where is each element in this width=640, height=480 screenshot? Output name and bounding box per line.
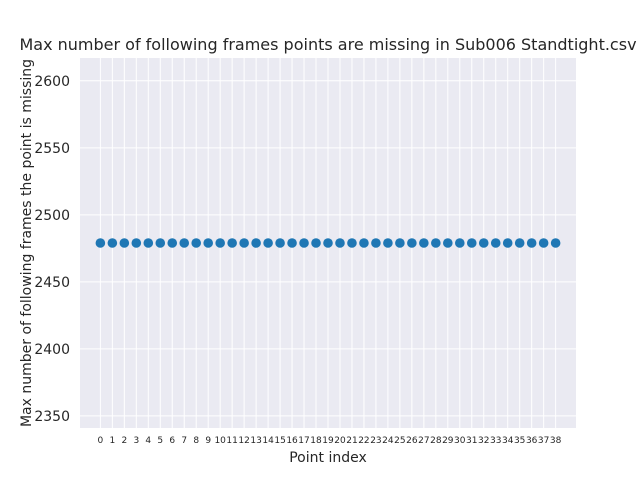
data-point <box>167 238 178 248</box>
x-tick-label: 14 <box>262 436 274 446</box>
x-tick-label: 25 <box>394 436 405 446</box>
data-point <box>359 238 369 248</box>
x-axis-label: Point index <box>289 450 367 466</box>
y-tick-label: 2400 <box>34 342 70 358</box>
x-tick-label: 8 <box>193 436 199 446</box>
x-tick-label: 38 <box>550 436 562 446</box>
data-point <box>502 238 513 248</box>
x-tick-labels: 0 1 2 3 4 5 6 7 8 9 10 11 12 13 14 15 16 17 18 19 20 21 22 23 24… <box>97 436 561 446</box>
y-tick-label: 2600 <box>34 74 70 90</box>
x-tick-label: 15 <box>274 436 285 446</box>
data-point <box>215 238 225 248</box>
data-point <box>203 238 213 248</box>
data-point <box>263 238 273 248</box>
data-point <box>550 238 561 248</box>
x-tick-label: 37 <box>538 436 549 446</box>
data-point <box>514 238 525 248</box>
data-point <box>478 238 489 248</box>
data-point <box>443 238 453 248</box>
data-point <box>383 238 393 248</box>
data-point <box>490 238 501 248</box>
data-point <box>371 238 381 248</box>
data-points <box>95 238 561 248</box>
x-tick-label: 33 <box>490 436 501 446</box>
data-point <box>419 238 429 248</box>
y-tick-labels: 2350 2400 2450 2500 2550 2600 <box>34 74 70 425</box>
chart-title: Max number of following frames points ar… <box>19 35 636 54</box>
data-point <box>227 238 237 248</box>
data-point <box>466 238 477 248</box>
x-tick-label: 21 <box>346 436 357 446</box>
x-tick-label: 7 <box>181 436 187 446</box>
y-tick-label: 2450 <box>34 275 70 291</box>
data-point <box>323 238 333 248</box>
x-tick-label: 29 <box>442 436 454 446</box>
x-tick-label: 12 <box>238 436 249 446</box>
x-tick-label: 19 <box>322 436 334 446</box>
x-tick-label: 11 <box>226 436 237 446</box>
x-tick-label: 31 <box>466 436 477 446</box>
x-tick-label: 36 <box>526 436 538 446</box>
data-point <box>347 238 357 248</box>
x-tick-label: 27 <box>418 436 429 446</box>
data-point <box>95 238 106 248</box>
x-tick-label: 23 <box>370 436 381 446</box>
x-tick-label: 26 <box>406 436 418 446</box>
y-tick-label: 2350 <box>34 409 70 425</box>
data-point <box>143 238 154 248</box>
x-tick-label: 20 <box>334 436 346 446</box>
x-tick-label: 32 <box>478 436 489 446</box>
x-tick-label: 1 <box>109 436 115 446</box>
data-point <box>431 238 441 248</box>
data-point <box>191 238 202 248</box>
x-tick-label: 17 <box>298 436 309 446</box>
x-tick-label: 22 <box>358 436 369 446</box>
x-tick-label: 0 <box>97 436 103 446</box>
data-point <box>299 238 309 248</box>
data-point <box>131 238 142 248</box>
x-tick-label: 9 <box>205 436 211 446</box>
data-point <box>335 238 345 248</box>
data-point <box>275 238 285 248</box>
data-point <box>239 238 249 248</box>
y-tick-label: 2550 <box>34 141 70 157</box>
data-point <box>179 238 190 248</box>
x-tick-label: 28 <box>430 436 442 446</box>
x-tick-label: 3 <box>133 436 139 446</box>
x-tick-label: 10 <box>214 436 226 446</box>
data-point <box>395 238 405 248</box>
x-tick-label: 2 <box>121 436 127 446</box>
x-tick-label: 18 <box>310 436 322 446</box>
data-point <box>119 238 130 248</box>
data-point <box>526 238 537 248</box>
data-point <box>454 238 465 248</box>
data-point <box>287 238 297 248</box>
x-tick-label: 16 <box>286 436 298 446</box>
data-point <box>538 238 549 248</box>
data-point <box>251 238 261 248</box>
x-tick-label: 35 <box>514 436 525 446</box>
x-tick-label: 5 <box>157 436 163 446</box>
x-tick-label: 30 <box>454 436 466 446</box>
data-point <box>407 238 417 248</box>
x-tick-label: 4 <box>145 436 151 446</box>
data-point <box>311 238 321 248</box>
x-tick-label: 13 <box>250 436 261 446</box>
y-tick-label: 2500 <box>34 208 70 224</box>
x-tick-label: 34 <box>502 436 514 446</box>
x-tick-label: 24 <box>382 436 394 446</box>
y-axis-label: Max number of following frames the point… <box>19 59 35 427</box>
data-point <box>107 238 118 248</box>
data-point <box>155 238 166 248</box>
x-tick-label: 6 <box>169 436 175 446</box>
